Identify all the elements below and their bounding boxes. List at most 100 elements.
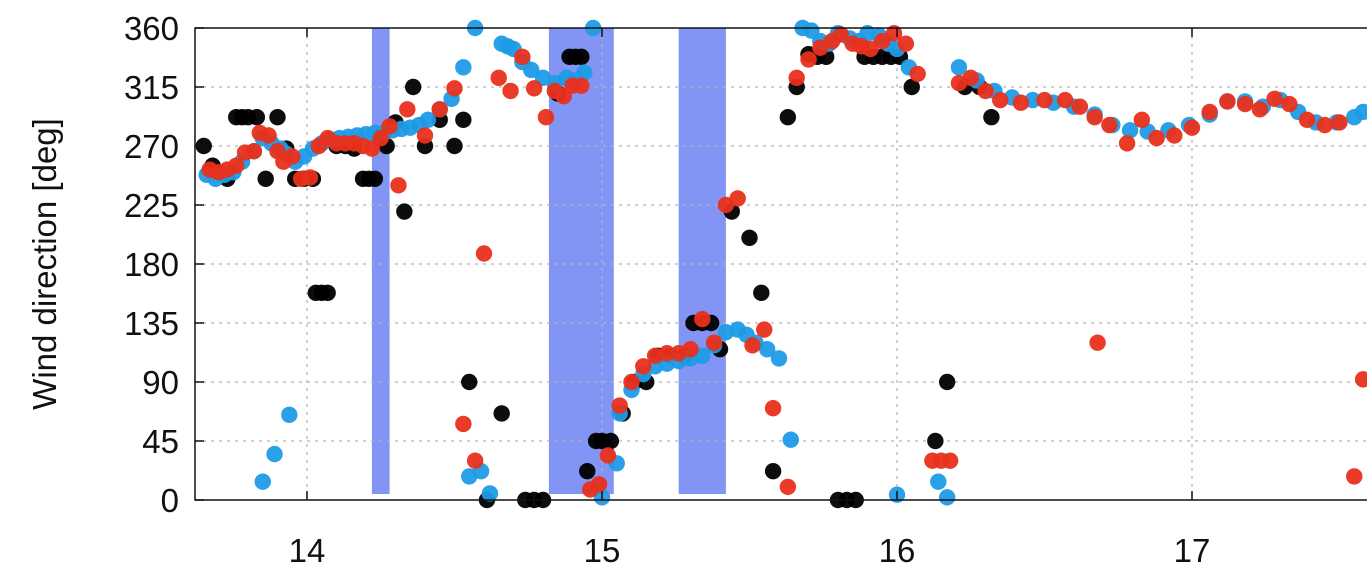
point-red-38 — [573, 77, 590, 94]
point-red-86 — [1166, 127, 1183, 144]
point-red-7 — [260, 127, 277, 144]
point-blue-79 — [938, 489, 956, 506]
point-red-56 — [779, 478, 797, 496]
point-black-72 — [903, 78, 920, 96]
point-black-74 — [938, 373, 956, 391]
shaded-band-1 — [371, 28, 390, 494]
point-red-68 — [909, 65, 926, 83]
point-red-46 — [658, 344, 676, 362]
y-tick-label-0: 0 — [161, 482, 179, 519]
y-tick-label-270: 270 — [124, 128, 179, 165]
point-black-30 — [455, 111, 472, 128]
point-black-73 — [927, 432, 944, 450]
point-red-3 — [228, 157, 245, 174]
point-red-23 — [399, 101, 416, 118]
point-blue-102 — [1354, 103, 1367, 121]
point-red-92 — [1266, 90, 1283, 108]
point-red-27 — [455, 415, 472, 433]
point-red-89 — [1219, 93, 1236, 110]
point-red-57 — [788, 69, 805, 87]
point-red-10 — [284, 148, 301, 165]
point-red-71 — [941, 452, 959, 469]
point-blue-80 — [950, 59, 968, 76]
point-red-82 — [1118, 135, 1136, 152]
point-blue-35 — [481, 485, 499, 502]
y-tick-label-315: 315 — [124, 69, 179, 106]
y-tick-label-360: 360 — [124, 10, 179, 47]
point-blue-64 — [782, 431, 799, 448]
point-red-93 — [1281, 95, 1298, 113]
point-black-25 — [396, 203, 413, 220]
point-black-57 — [753, 284, 770, 302]
point-red-64 — [862, 40, 879, 58]
point-red-79 — [1071, 98, 1089, 115]
point-blue-40 — [523, 61, 540, 79]
point-red-97 — [1346, 468, 1363, 485]
point-red-87 — [1183, 119, 1201, 136]
point-red-22 — [390, 177, 407, 194]
point-red-52 — [729, 190, 746, 207]
point-red-54 — [756, 321, 773, 338]
point-black-59 — [779, 108, 797, 126]
point-red-55 — [764, 400, 782, 417]
shaded-band-2 — [548, 28, 614, 494]
point-black-16 — [319, 284, 336, 302]
point-red-42 — [611, 397, 628, 414]
point-red-73 — [962, 69, 979, 87]
point-red-65 — [874, 32, 891, 50]
point-red-53 — [744, 337, 761, 354]
point-red-78 — [1056, 91, 1074, 109]
point-red-85 — [1148, 129, 1165, 147]
x-tick-label-15: 15 — [584, 532, 621, 569]
point-blue-63 — [770, 350, 788, 367]
point-red-77 — [1036, 91, 1053, 109]
point-red-48 — [682, 341, 699, 358]
point-red-30 — [490, 69, 507, 87]
point-red-90 — [1236, 95, 1254, 113]
point-red-21 — [381, 118, 398, 135]
point-black-40 — [573, 48, 590, 66]
point-red-91 — [1251, 101, 1269, 118]
y-tick-label-180: 180 — [124, 246, 179, 283]
point-red-66 — [885, 25, 903, 42]
shaded-intervals — [371, 28, 726, 494]
point-red-28 — [466, 452, 484, 469]
point-red-98 — [1354, 371, 1367, 388]
x-tick-labels: 14 15 16 17 — [289, 532, 1211, 569]
x-tick-label-16: 16 — [879, 532, 916, 569]
point-red-25 — [431, 101, 448, 118]
x-tick-label-17: 17 — [1174, 532, 1211, 569]
point-red-49 — [694, 310, 711, 328]
axis-ticks — [195, 27, 1193, 501]
point-red-33 — [525, 80, 543, 97]
point-red-44 — [635, 358, 652, 375]
point-red-94 — [1298, 111, 1316, 128]
point-blue-31 — [266, 445, 283, 463]
point-black-77 — [983, 108, 1000, 126]
point-blue-89 — [1121, 122, 1139, 139]
point-red-43 — [623, 373, 640, 391]
point-red-31 — [502, 82, 519, 100]
point-red-84 — [1089, 334, 1106, 351]
point-blue-28 — [455, 59, 472, 76]
point-red-61 — [832, 26, 850, 43]
point-black-31 — [461, 373, 478, 391]
point-blue-62 — [759, 341, 776, 358]
point-black-9 — [269, 108, 286, 126]
point-red-32 — [514, 48, 531, 66]
point-blue-25 — [419, 111, 437, 128]
point-black-33 — [493, 405, 510, 422]
point-black-26 — [405, 78, 422, 96]
point-red-80 — [1086, 108, 1103, 126]
point-black-22 — [366, 170, 384, 187]
point-black-8 — [257, 170, 274, 187]
point-red-20 — [372, 129, 389, 147]
point-red-58 — [800, 51, 817, 68]
point-red-50 — [705, 334, 723, 351]
y-tick-label-45: 45 — [142, 423, 179, 460]
point-red-41 — [599, 447, 617, 464]
point-black-7 — [248, 108, 266, 126]
point-red-29 — [475, 245, 493, 262]
x-tick-label-14: 14 — [289, 532, 326, 569]
